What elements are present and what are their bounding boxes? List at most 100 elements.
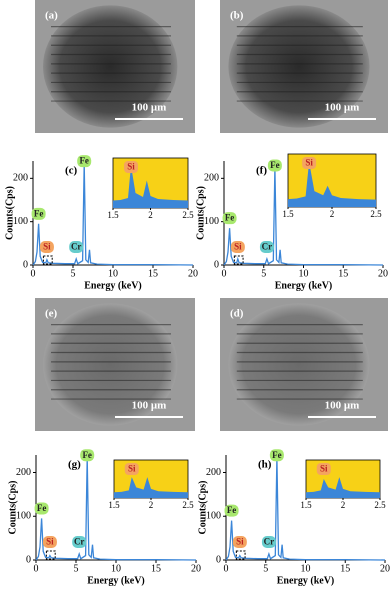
inset-area: [288, 161, 376, 207]
peak-label: Cr: [262, 242, 273, 252]
x-tick-label: 0: [224, 563, 229, 574]
zoom-box: [42, 255, 53, 265]
peak-tag: [267, 159, 282, 172]
panel-label: (f): [256, 165, 267, 177]
inset-peak-tag: [124, 161, 138, 173]
spectrum-line: [225, 457, 386, 561]
x-axis-label: Energy (keV): [84, 280, 142, 291]
peak-tag: [72, 536, 87, 548]
spectrum-line: [223, 167, 384, 266]
y-tick-label: 0: [216, 554, 221, 565]
inset-area: [113, 165, 188, 208]
x-tick-label: 10: [299, 268, 309, 279]
peak-tag: [31, 207, 46, 220]
inset-peak-tag: [302, 157, 317, 169]
peak-label: Fe: [270, 160, 280, 170]
x-tick-label: 20: [378, 268, 388, 279]
y-tick-label: 0: [214, 259, 219, 270]
peak-tag: [69, 241, 84, 253]
peak-tag: [230, 241, 245, 253]
y-tick-label: 0: [26, 554, 31, 565]
inset-x-tick-label: 1.5: [107, 210, 119, 220]
inset-peak-label: Si: [305, 158, 313, 168]
inset-area: [114, 477, 188, 498]
x-tick-label: 10: [108, 268, 118, 279]
panel-label: (b): [230, 10, 244, 22]
y-tick-label: 0: [23, 259, 28, 270]
inset-peak-label: Si: [320, 464, 328, 474]
inset-x-tick-label: 2: [341, 500, 346, 510]
panel-label: (d): [230, 308, 244, 320]
x-tick-label: 15: [151, 563, 161, 574]
inset-x-tick-label: 2.5: [182, 500, 194, 510]
zoom-box: [45, 550, 56, 560]
peak-tag: [259, 241, 274, 253]
x-tick-label: 15: [338, 268, 348, 279]
peak-label: Fe: [37, 503, 47, 513]
peak-tag: [269, 449, 284, 462]
peak-tag: [80, 449, 95, 462]
panel-label: (a): [45, 10, 58, 22]
peak-label: Si: [46, 537, 54, 547]
x-axis-label: Energy (keV): [277, 575, 335, 586]
inset-x-tick-label: 2.5: [182, 210, 194, 220]
peak-label: Cr: [264, 537, 275, 547]
scale-bar-label: 100 μm: [132, 400, 167, 412]
scale-bar-label: 100 μm: [325, 400, 360, 412]
x-tick-label: 0: [222, 268, 227, 279]
peak-label: Fe: [225, 213, 235, 223]
y-tick-label: 100: [16, 511, 31, 522]
inset-peak-tag: [316, 463, 331, 475]
peak-tag: [34, 502, 49, 515]
x-axis-label: Energy (keV): [275, 280, 333, 291]
y-axis-label: Counts(Cps): [197, 481, 208, 535]
inset-x-tick-label: 2.5: [370, 209, 382, 219]
peak-label: Si: [43, 242, 51, 252]
inset-x-tick-label: 2: [149, 500, 154, 510]
x-tick-label: 10: [111, 563, 121, 574]
peak-label: Cr: [74, 537, 85, 547]
x-tick-label: 20: [191, 563, 201, 574]
spectrum-line: [35, 457, 197, 561]
peak-label: Cr: [71, 242, 82, 252]
peak-tag: [224, 504, 239, 517]
scale-bar-label: 100 μm: [325, 102, 360, 114]
inset-x-tick-label: 1.5: [108, 500, 120, 510]
peak-label: Fe: [79, 156, 89, 166]
y-tick-label: 200: [206, 467, 221, 478]
x-axis-label: Energy (keV): [87, 575, 145, 586]
peak-tag: [261, 536, 276, 548]
inset-peak-tag: [124, 463, 139, 475]
panel-label: (h): [258, 459, 272, 471]
peak-tag: [222, 212, 237, 225]
peak-label: Si: [236, 537, 244, 547]
scale-bar-label: 100 μm: [132, 102, 167, 114]
peak-tag: [39, 241, 54, 253]
spectrum-line: [32, 163, 194, 266]
inset-x-tick-label: 2: [330, 209, 335, 219]
y-tick-label: 100: [13, 216, 28, 227]
y-tick-label: 200: [16, 467, 31, 478]
panel-label: (c): [65, 165, 78, 177]
x-tick-label: 5: [261, 268, 266, 279]
y-axis-label: Counts(Cps): [195, 186, 206, 240]
x-tick-label: 5: [74, 563, 79, 574]
x-tick-label: 20: [380, 563, 390, 574]
inset-peak-label: Si: [128, 464, 136, 474]
peak-tag: [77, 155, 92, 168]
y-axis-label: Counts(Cps): [7, 481, 18, 535]
y-tick-label: 200: [13, 173, 28, 184]
y-axis-label: Counts(Cps): [4, 186, 15, 240]
panel-label: (g): [68, 459, 81, 471]
inset-peak-label: Si: [127, 162, 135, 172]
y-tick-label: 100: [204, 216, 219, 227]
x-tick-label: 0: [31, 268, 36, 279]
x-tick-label: 15: [148, 268, 158, 279]
peak-label: Si: [234, 242, 242, 252]
y-tick-label: 100: [206, 511, 221, 522]
inset-x-tick-label: 1.5: [300, 500, 312, 510]
panel-label: (e): [45, 308, 58, 320]
inset-x-tick-label: 2: [148, 210, 153, 220]
x-tick-label: 15: [340, 563, 350, 574]
